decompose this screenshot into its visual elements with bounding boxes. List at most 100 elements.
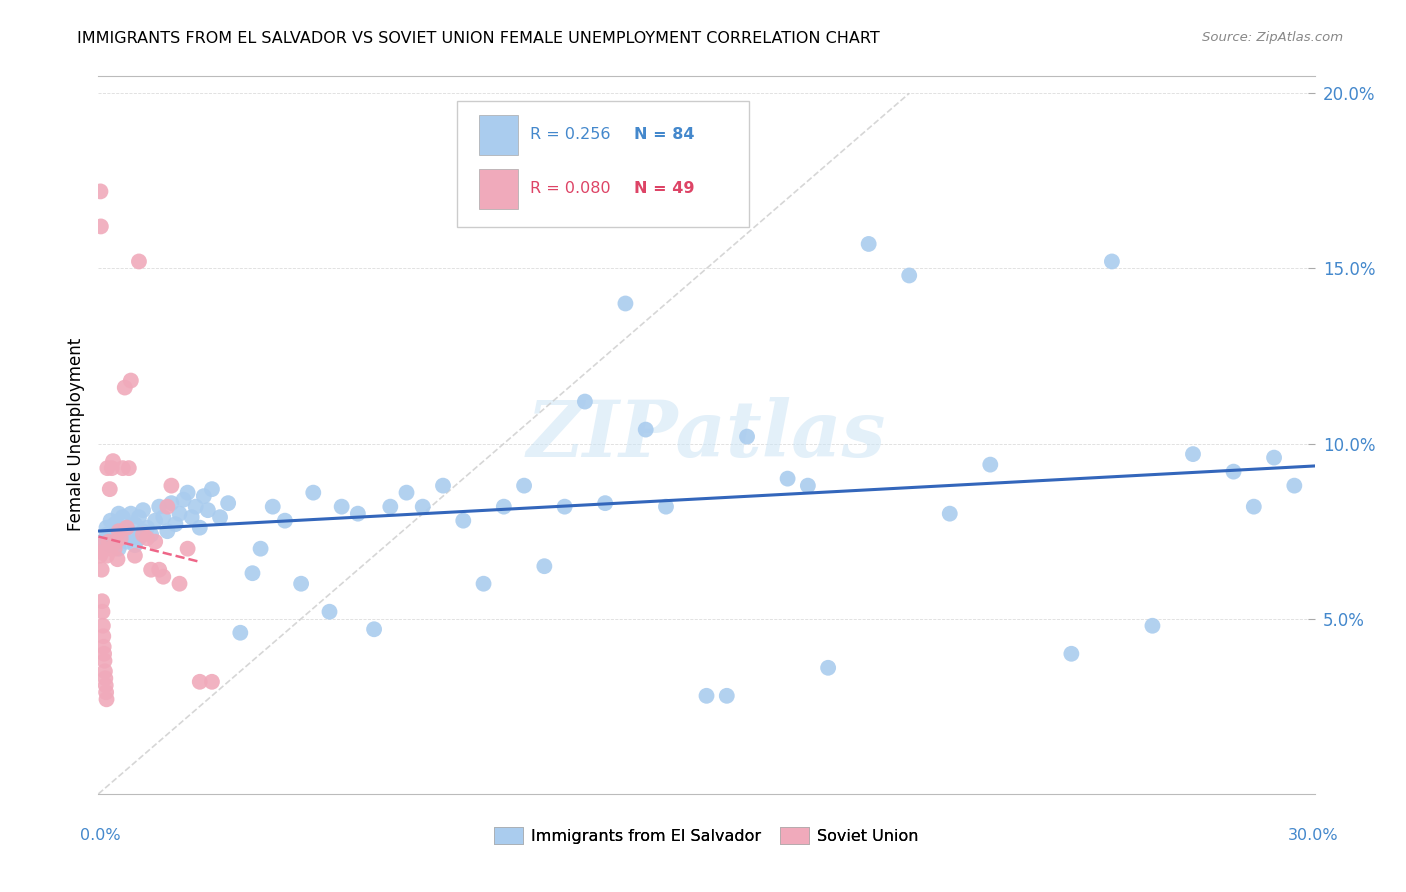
Point: [128, 510, 150, 524]
Point: [107, 541, 129, 556]
Point: [1243, 500, 1265, 514]
Point: [735, 429, 758, 443]
Point: [696, 689, 718, 703]
Point: [111, 524, 134, 538]
Point: [96, 549, 118, 563]
Point: [115, 521, 138, 535]
Point: [160, 496, 183, 510]
Point: [90, 219, 112, 234]
Point: [797, 478, 820, 492]
Point: [132, 527, 155, 541]
Point: [148, 500, 170, 514]
Point: [94, 671, 117, 685]
Text: R = 0.080: R = 0.080: [530, 181, 610, 196]
Point: [176, 541, 198, 556]
Point: [513, 478, 536, 492]
Point: [100, 538, 122, 552]
Point: [776, 472, 799, 486]
Point: [169, 576, 191, 591]
Point: [148, 563, 170, 577]
Point: [574, 394, 596, 409]
Point: [107, 552, 129, 566]
Point: [363, 622, 385, 636]
Point: [634, 423, 657, 437]
Point: [472, 576, 495, 591]
Point: [302, 485, 325, 500]
Point: [124, 538, 146, 552]
Point: [492, 500, 515, 514]
Point: [156, 500, 179, 514]
Point: [274, 514, 297, 528]
Point: [169, 507, 191, 521]
Point: [156, 524, 179, 538]
Point: [209, 510, 232, 524]
Point: [89, 185, 111, 199]
Point: [115, 534, 138, 549]
Point: [412, 500, 434, 514]
Point: [655, 500, 678, 514]
Point: [101, 461, 124, 475]
Point: [96, 521, 118, 535]
Point: [318, 605, 340, 619]
Point: [104, 534, 127, 549]
Point: [201, 674, 224, 689]
Bar: [479, 115, 517, 155]
Point: [193, 489, 215, 503]
Point: [93, 640, 115, 654]
Point: [160, 478, 183, 492]
Text: ZIPatlas: ZIPatlas: [527, 397, 886, 473]
Point: [554, 500, 576, 514]
Point: [380, 500, 402, 514]
Point: [188, 674, 211, 689]
Point: [128, 254, 150, 268]
Point: [96, 527, 118, 541]
Point: [1284, 478, 1306, 492]
Point: [1142, 619, 1164, 633]
Point: [91, 594, 114, 608]
Point: [89, 549, 111, 563]
Point: [132, 524, 155, 538]
Point: [217, 496, 239, 510]
Point: [858, 236, 880, 251]
Text: 30.0%: 30.0%: [1288, 828, 1339, 843]
Point: [120, 507, 142, 521]
Point: [249, 541, 271, 556]
Point: [93, 654, 115, 668]
Point: [1263, 450, 1285, 465]
Point: [173, 492, 195, 507]
Point: [242, 566, 264, 581]
Text: Source: ZipAtlas.com: Source: ZipAtlas.com: [1202, 31, 1343, 45]
Point: [1060, 647, 1083, 661]
Point: [1222, 465, 1244, 479]
Point: [180, 510, 202, 524]
Point: [1101, 254, 1123, 268]
Text: N = 84: N = 84: [634, 128, 695, 142]
Point: [110, 531, 132, 545]
Point: [115, 521, 138, 535]
Point: [184, 500, 207, 514]
Point: [152, 570, 174, 584]
Point: [165, 517, 187, 532]
Point: [330, 500, 353, 514]
Point: [817, 661, 839, 675]
Point: [91, 605, 114, 619]
Point: [143, 534, 166, 549]
Point: [90, 563, 112, 577]
Point: [939, 507, 962, 521]
Point: [136, 521, 159, 535]
Point: [97, 534, 120, 549]
Point: [533, 559, 555, 574]
Point: [614, 296, 637, 310]
Point: [104, 541, 127, 556]
Point: [124, 517, 146, 532]
Point: [96, 692, 118, 706]
Point: [139, 563, 162, 577]
Point: [124, 549, 146, 563]
Text: R = 0.256: R = 0.256: [530, 128, 610, 142]
Point: [188, 521, 211, 535]
Point: [136, 531, 159, 545]
Point: [94, 685, 117, 699]
Point: [104, 517, 127, 532]
Point: [593, 496, 616, 510]
Legend: Immigrants from El Salvador, Soviet Union: Immigrants from El Salvador, Soviet Unio…: [488, 821, 925, 850]
